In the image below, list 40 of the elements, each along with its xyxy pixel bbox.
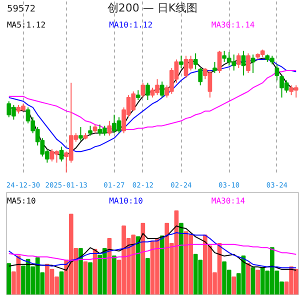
text: MA5:10 xyxy=(6,196,36,206)
bar xyxy=(107,238,112,294)
bar xyxy=(78,248,83,294)
candlestick xyxy=(146,82,150,101)
candlestick xyxy=(212,61,217,74)
candlestick xyxy=(274,64,280,81)
bar xyxy=(112,256,116,294)
bar xyxy=(136,236,140,294)
bar xyxy=(6,263,12,294)
text: MA10:1.12 xyxy=(109,20,153,30)
bar xyxy=(256,270,260,294)
bar xyxy=(179,222,184,294)
bar xyxy=(88,262,92,294)
bar xyxy=(250,267,256,294)
candlestick xyxy=(236,52,241,69)
bar xyxy=(146,258,150,294)
candlestick xyxy=(136,90,140,101)
candlestick xyxy=(59,146,64,162)
candlestick xyxy=(78,126,83,142)
candlestick xyxy=(160,81,164,98)
candlestick xyxy=(140,82,146,98)
text: MA30:1.14 xyxy=(211,20,255,30)
candlestick xyxy=(179,55,184,69)
candlestick xyxy=(193,52,198,70)
candlestick xyxy=(217,50,222,74)
candlestick xyxy=(250,54,256,74)
candlestick xyxy=(241,50,246,76)
text: MA10:10 xyxy=(109,196,144,206)
bar xyxy=(246,263,250,294)
text: MA30:14 xyxy=(211,196,246,206)
bar xyxy=(59,271,64,294)
text: MA5:1.12 xyxy=(6,20,46,30)
chart-title: 创200 — 日K线图 xyxy=(107,1,198,14)
text: 59572 xyxy=(6,4,36,14)
candlestick xyxy=(198,68,203,86)
candlestick xyxy=(246,52,250,74)
candlestick xyxy=(107,120,112,136)
candlestick xyxy=(88,125,92,136)
bar xyxy=(83,261,88,294)
bar xyxy=(232,276,236,294)
